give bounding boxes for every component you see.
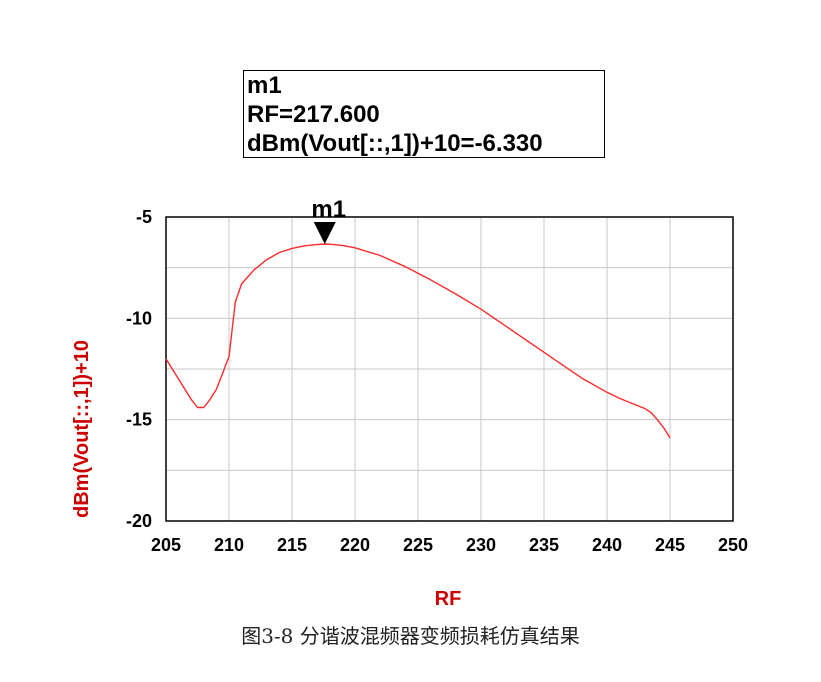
figure-caption: 图3-8 分谐波混频器变频损耗仿真结果	[241, 624, 580, 648]
x-tick-label: 245	[655, 535, 685, 555]
x-tick-label: 205	[151, 535, 181, 555]
y-tick-label: -20	[126, 511, 152, 531]
marker-triangle-icon	[313, 221, 336, 244]
series-layer	[165, 243, 671, 439]
line-chart: 205 210 215 220 225 230 235 240 245 250 -5 -10 -15 -2…	[71, 196, 748, 610]
y-tick-label: -5	[136, 207, 152, 227]
marker-label: m1	[311, 196, 346, 223]
marker-x-readout: RF=217.600	[247, 101, 380, 128]
x-tick-label: 250	[718, 535, 748, 555]
series-line	[165, 243, 671, 439]
x-tick-label: 235	[529, 535, 559, 555]
marker-readout-box: m1 RF=217.600 dBm(Vout[::,1])+10=-6.330	[243, 70, 605, 158]
y-tick-label: -10	[126, 308, 152, 328]
x-tick-label: 230	[466, 535, 496, 555]
x-tick-label: 220	[340, 535, 370, 555]
x-axis-label: RF	[435, 588, 462, 610]
x-tick-label: 215	[277, 535, 307, 555]
grid	[165, 216, 734, 522]
y-axis-label: dBm(Vout[::,1])+10	[71, 340, 93, 518]
tick-labels: 205 210 215 220 225 230 235 240 245 250 -5 -10 -15 -2…	[126, 207, 748, 555]
x-tick-label: 210	[214, 535, 244, 555]
x-tick-label: 240	[592, 535, 622, 555]
y-tick-label: -15	[126, 410, 152, 430]
marker-layer: m1	[311, 196, 346, 244]
plot-frame	[165, 216, 734, 522]
marker-name: m1	[247, 72, 282, 99]
x-tick-label: 225	[403, 535, 433, 555]
marker-y-readout: dBm(Vout[::,1])+10=-6.330	[247, 130, 543, 157]
